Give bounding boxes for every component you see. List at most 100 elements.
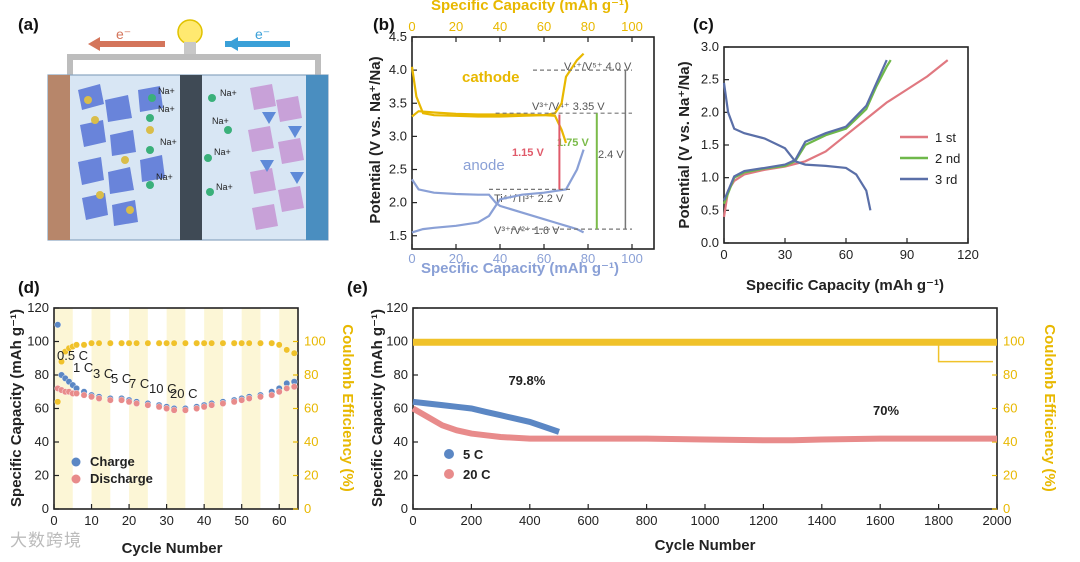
e-xtick-label: 1400 [807,513,836,528]
d-point-discharge [163,405,171,412]
b-115v-label: 1.15 V [512,147,544,159]
b-xtick-label: 40 [493,251,507,266]
d-ytick-label: 120 [27,300,49,315]
svg-text:Na+: Na+ [160,137,177,147]
e-ytick-label: 20 [394,468,408,483]
anode-crystal [78,84,165,226]
e-y2tick-label: 40 [1003,434,1017,449]
b-series-cathode-discharge [411,110,568,144]
d-point-discharge [106,396,114,404]
d-point-ce [193,339,201,347]
d-point-ce [88,339,95,347]
panel-label-a: (a) [18,15,39,34]
d-point-discharge [283,384,291,392]
d-point-discharge [257,393,264,401]
b-top-xtick-label: 100 [621,19,643,34]
d-rate-label: 7 C [129,376,149,391]
d-xtick-label: 30 [159,513,173,528]
c-xtick-label: 60 [839,247,853,262]
d-point-ce [170,339,178,347]
b-ytick-label: 3.5 [389,95,407,110]
d-rate-band [129,308,148,509]
c-legend-label: 3 rd [935,172,957,187]
b-v23-label: V³⁺/V²⁺ 1.6 V [494,225,560,237]
e-ytick-label: 40 [394,434,408,449]
e-xtick-label: 1200 [749,513,778,528]
d-point-discharge [170,406,178,414]
d-xtick-label: 10 [84,513,98,528]
d-point-discharge [80,391,88,399]
b-top-xtick-label: 40 [493,19,507,34]
b-top-xtick-label: 0 [408,19,415,34]
d-xtick-label: 40 [197,513,211,528]
d-point-discharge [118,396,125,404]
d-point-ce [181,339,189,347]
d-point-ce [54,398,62,406]
anode-atoms [84,96,154,214]
b-series-cathode [410,52,585,118]
d-point-discharge [95,395,103,402]
d-rate-band [241,308,261,509]
d-point-discharge [245,395,253,402]
e-y2tick-label: 100 [1003,334,1025,349]
d-point-discharge [133,400,140,407]
sodium-ion-labels: Na+ Na+ Na+ Na+ Na+ Na+ Na+ Na+ [156,86,237,192]
arrow-right-head-icon [226,37,238,51]
b-top-xlabel: Specific Capacity (mAh g⁻¹) [431,0,629,14]
e-ce-pointer [937,342,993,363]
d-point-discharge [268,391,276,399]
d-ytick-label: 40 [35,434,49,449]
e-xtick-label: 1800 [924,513,953,528]
cathode-crystal [248,84,304,230]
d-point-ce [200,339,208,347]
d-point-ce [80,341,88,349]
d-ytick-label: 100 [27,334,49,349]
b-xtick-label: 60 [537,251,551,266]
b-175v-label: 1.75 V [557,137,589,149]
c-ytick-label: 0.0 [701,235,719,250]
b-series-anode-charge [411,149,585,234]
c-ytick-label: 1.5 [701,137,719,152]
d-point-ce [144,339,152,347]
svg-text:Na+: Na+ [156,172,173,182]
c-frame [723,46,969,244]
b-xlabel: Specific Capacity (mAh g⁻¹) [421,260,619,277]
e-xtick-label: 400 [519,513,541,528]
d-point-discharge [238,396,246,404]
d-point-ce [106,339,114,347]
d-rate-label: 10 C [149,381,176,396]
d-point-ce [219,339,227,347]
b-ytick-label: 4.5 [389,29,407,44]
c-series-3rd [722,59,888,201]
d-point-ce [238,339,246,347]
panel-label-c: (c) [693,15,714,34]
d-xtick-label: 20 [122,513,136,528]
e-xtick-label: 0 [409,513,416,528]
e-ytick-label: 60 [394,401,408,416]
b-xtick-label: 80 [581,251,595,266]
b-frame [411,36,655,250]
d-y2tick-label: 40 [304,434,318,449]
panel-label-d: (d) [18,278,40,297]
d-point-discharge [200,403,208,411]
d-point-ce [163,339,171,347]
d-xlabel: Cycle Number [122,540,223,557]
d-y2tick-label: 80 [304,367,318,382]
d-xtick-label: 60 [272,513,286,528]
d-xtick-label: 50 [234,513,248,528]
current-collector-left [48,75,70,240]
d-point-discharge [193,405,201,412]
svg-text:Na+: Na+ [158,104,175,114]
b-ytick-label: 2.5 [389,162,407,177]
d-ytick-label: 80 [35,367,49,382]
e-xtick-label: 200 [461,513,483,528]
e-xlabel: Cycle Number [655,537,756,554]
panel-label-b: (b) [373,15,395,34]
c-xlabel: Specific Capacity (mAh g⁻¹) [746,277,944,294]
e-y2tick-label: 0 [1003,501,1010,516]
b-xtick-label: 0 [408,251,415,266]
e-xtick-label: 1000 [691,513,720,528]
c-ytick-label: 0.5 [701,202,719,217]
d-rate-label: 1 C [73,360,93,375]
